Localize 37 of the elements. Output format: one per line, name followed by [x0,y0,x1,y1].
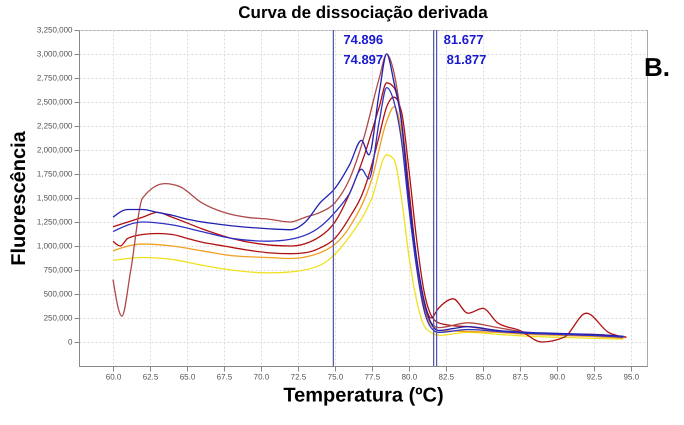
x-axis-title: Temperatura (ºC) [283,384,444,406]
ref-line-label: 74.896 [343,32,384,47]
y-tick-label: 3,000,000 [36,50,74,58]
annotation: 74.897 [343,52,384,67]
x-tick-label: 67.5 [216,372,233,382]
x-tick-label: 60.0 [106,372,122,382]
y-axis-title: Fluorescência [8,130,30,266]
y-tick-label: 1,000,000 [36,242,74,250]
y-tick-label: 750,000 [44,266,74,274]
x-tick-label: 85.0 [476,372,492,382]
x-tick-label: 80.0 [402,372,418,382]
x-tick-label: 90.0 [549,372,566,382]
x-tick-label: 87.5 [512,372,529,382]
x-tick-label: 65.0 [180,372,196,382]
y-tick-label: 500,000 [44,290,74,298]
y-tick-label: 2,750,000 [36,74,74,82]
x-tick-label: 82.5 [438,372,455,382]
x-tick-label: 70.0 [254,372,270,382]
y-tick-label: 0 [68,338,74,346]
x-tick-label: 72.5 [290,372,307,382]
y-tick-label: 1,750,000 [36,170,74,178]
y-tick-label: 2,500,000 [36,98,74,106]
chart-title: Curva de dissociação derivada [238,3,488,22]
x-tick-label: 92.5 [586,372,603,382]
annotation: B. [644,52,670,83]
y-tick-label: 2,250,000 [36,122,74,130]
ref-line-label: 81.677 [444,32,484,47]
ref-line-label: 81.877 [446,52,486,67]
x-tick-label: 62.5 [142,372,159,382]
y-tick-label: 2,000,000 [36,146,74,154]
y-tick-label: 1,500,000 [36,194,74,202]
x-tick-label: 95.0 [623,372,640,382]
y-tick-label: 250,000 [44,314,74,322]
y-tick-label: 1,250,000 [36,218,74,226]
x-tick-label: 75.0 [328,372,344,382]
x-tick-label: 77.5 [364,372,381,382]
y-tick-label: 3,250,000 [36,26,74,34]
